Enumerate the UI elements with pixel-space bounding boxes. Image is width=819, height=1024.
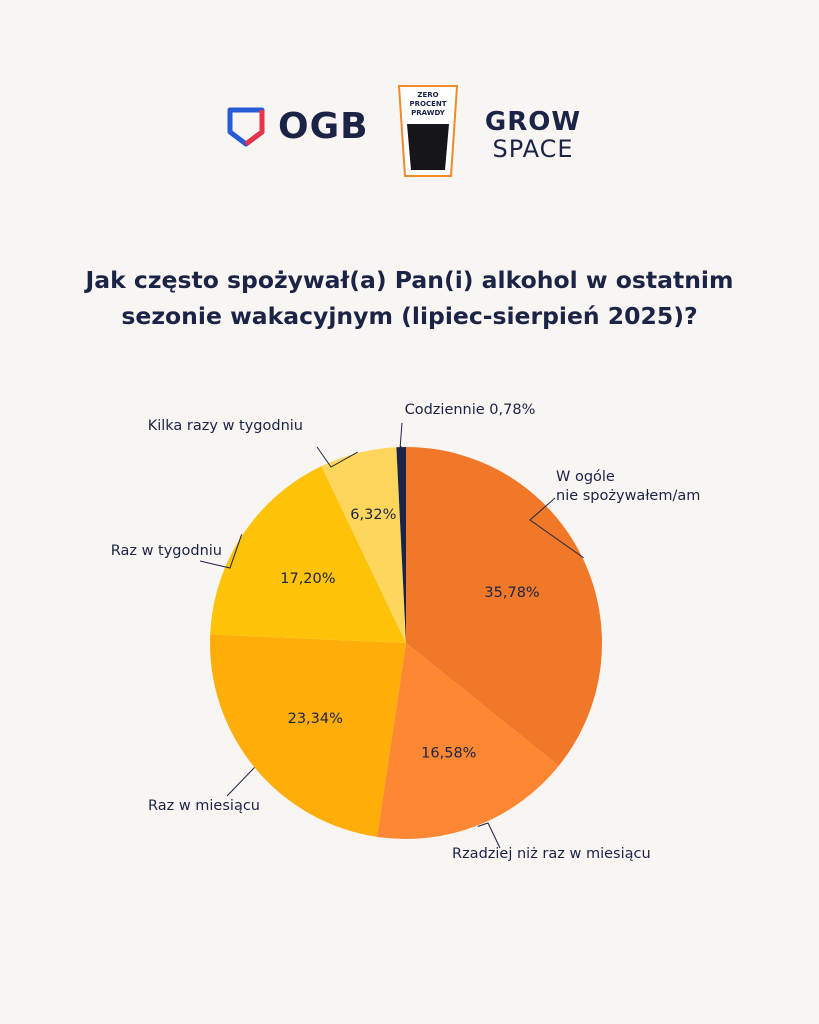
slice-value-2: 23,34% [288,711,343,727]
zpp-line-1: ZERO [417,91,438,99]
leader-line-0 [529,497,584,559]
slice-value-3: 17,20% [280,571,335,587]
slice-label-0-line-0: W ogóle [556,469,615,485]
slice-label-4-line-0: Kilka razy w tygodniu [148,418,303,434]
leader-line-5 [399,422,403,450]
leader-line-3 [199,534,243,569]
pie-slice-3 [210,466,406,643]
chart-title: Jak często spożywał(a) Pan(i) alkohol w … [40,262,779,334]
grow-logo-line-1: GROW [484,107,582,137]
slice-label-3-line-0: Raz w tygodniu [111,543,222,559]
pie-slice-4 [321,447,406,643]
leader-line-4 [316,446,358,468]
slice-label-2-line-0: Raz w miesiącu [148,798,260,814]
slice-value-4: 6,32% [350,507,396,523]
leader-line-2 [226,766,255,797]
slice-value-0: 35,78% [484,585,539,601]
ogb-shield-icon [227,107,265,147]
ogb-logo-text: OGB [278,105,369,147]
leader-line-1 [477,822,501,849]
pie-slice-0 [406,447,602,766]
chart-title-line-1: Jak często spożywał(a) Pan(i) alkohol w … [85,266,734,294]
zpp-line-2: PROCENT [409,100,446,108]
slice-label-0-line-1: nie spożywałem/am [556,488,700,504]
pie-slice-2 [210,634,406,837]
grow-space-logo: GROW SPACE [478,108,588,168]
grow-logo-line-2: SPACE [492,135,574,163]
pie-slice-1 [377,643,559,839]
slice-label-5-line-0: Codziennie 0,78% [405,402,536,418]
chart-title-line-2: sezonie wakacyjnym (lipiec-sierpień 2025… [121,302,698,330]
pie-slice-5 [396,447,406,643]
logo-bar: OGB ZERO PROCENT PRAWDY GROW SPACE [0,84,819,184]
zpp-line-3: PRAWDY [411,109,446,117]
slice-label-1-line-0: Rzadziej niż raz w miesiącu [452,846,651,862]
ogb-logo: OGB [224,104,369,148]
slice-value-1: 16,58% [421,746,476,762]
zero-procent-prawdy-logo: ZERO PROCENT PRAWDY [397,85,459,177]
